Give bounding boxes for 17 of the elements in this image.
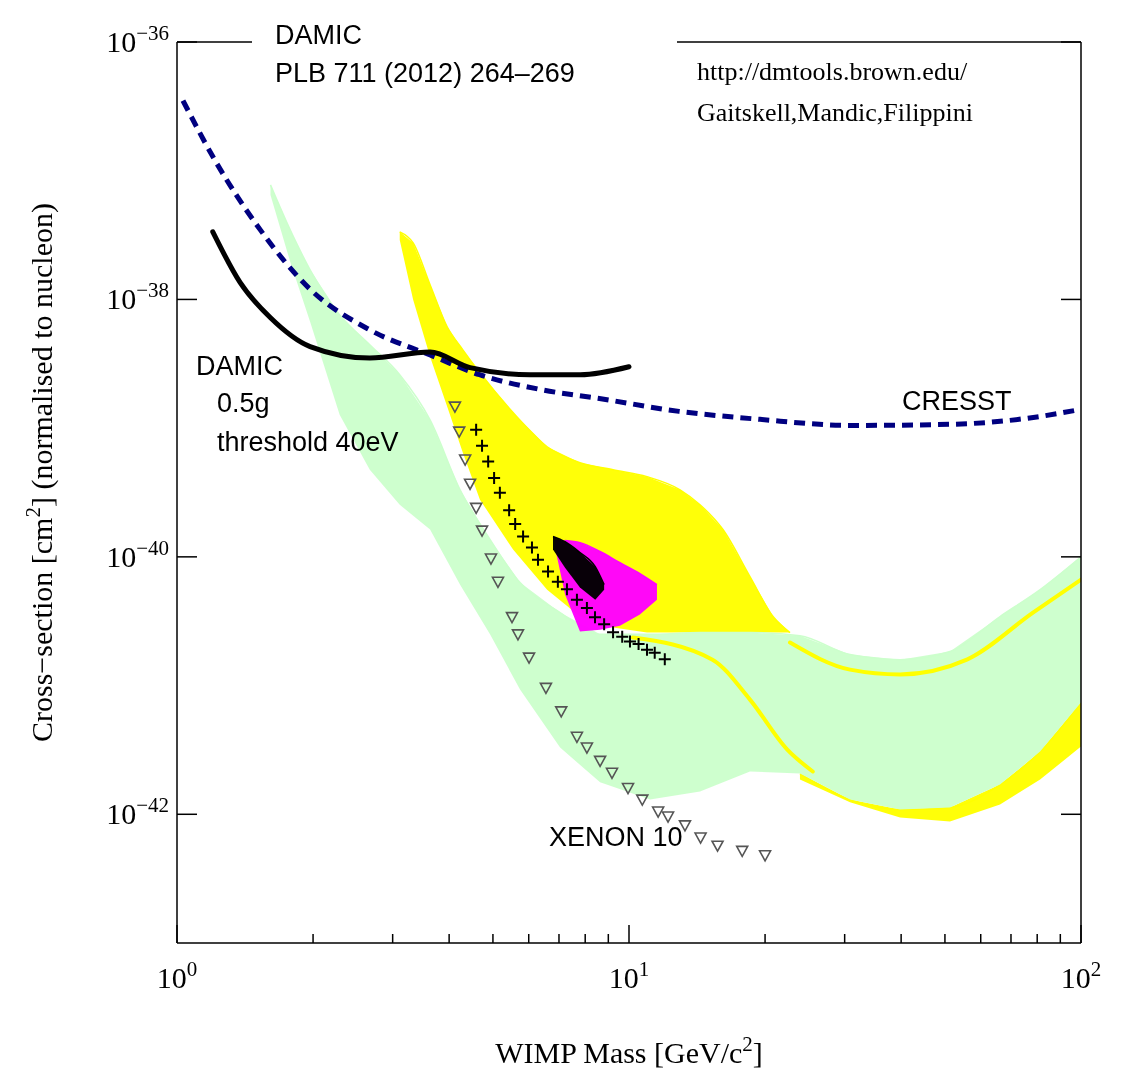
annotation: 0.5g xyxy=(217,388,270,418)
annotation: Gaitskell,Mandic,Filippini xyxy=(697,98,973,127)
chart-title: DAMIC xyxy=(275,20,362,50)
x-tick-label: 10$^{0}$ xyxy=(156,957,198,994)
x-tick-label: 10$^{1}$ xyxy=(608,957,650,994)
series-label: DAMIC xyxy=(196,351,283,381)
series-label: XENON 10 xyxy=(549,822,683,852)
y-tick-label: 10$^{−36}$ xyxy=(106,21,169,58)
x-axis-title: WIMP Mass [GeV/c$^{2}$] xyxy=(495,1032,763,1069)
y-tick-label: 10$^{−38}$ xyxy=(106,278,169,316)
y-tick-label: 10$^{−42}$ xyxy=(106,793,169,831)
series-label: CRESST xyxy=(902,386,1012,416)
text: PLB 711 (2012) 264–269 xyxy=(275,58,575,88)
x-tick-label: 10$^{2}$ xyxy=(1060,957,1102,994)
annotation: http://dmtools.brown.edu/ xyxy=(697,57,968,86)
y-tick-label: 10$^{−40}$ xyxy=(106,535,169,573)
annotation: threshold 40eV xyxy=(217,427,399,457)
